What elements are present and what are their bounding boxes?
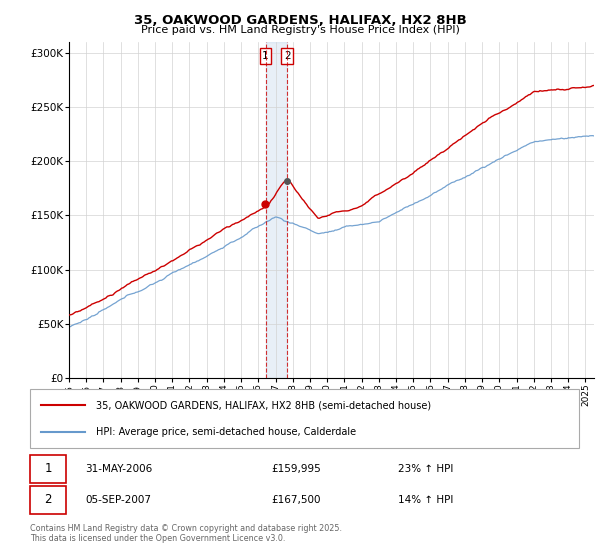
Text: £159,995: £159,995	[272, 464, 322, 474]
Bar	[30, 486, 65, 514]
Text: 1: 1	[262, 51, 269, 61]
Text: 05-SEP-2007: 05-SEP-2007	[85, 495, 151, 505]
Text: 14% ↑ HPI: 14% ↑ HPI	[398, 495, 453, 505]
Text: 23% ↑ HPI: 23% ↑ HPI	[398, 464, 453, 474]
Text: 2: 2	[284, 51, 290, 61]
Bar	[266, 42, 287, 378]
Text: 31-MAY-2006: 31-MAY-2006	[85, 464, 152, 474]
Text: 35, OAKWOOD GARDENS, HALIFAX, HX2 8HB: 35, OAKWOOD GARDENS, HALIFAX, HX2 8HB	[134, 14, 466, 27]
Text: 1: 1	[44, 463, 52, 475]
Text: Contains HM Land Registry data © Crown copyright and database right 2025.
This d: Contains HM Land Registry data © Crown c…	[30, 524, 342, 543]
Text: 2: 2	[44, 493, 52, 506]
Bar	[30, 455, 65, 483]
Text: £167,500: £167,500	[272, 495, 321, 505]
Text: HPI: Average price, semi-detached house, Calderdale: HPI: Average price, semi-detached house,…	[96, 427, 356, 437]
Text: Price paid vs. HM Land Registry's House Price Index (HPI): Price paid vs. HM Land Registry's House …	[140, 25, 460, 35]
Text: 35, OAKWOOD GARDENS, HALIFAX, HX2 8HB (semi-detached house): 35, OAKWOOD GARDENS, HALIFAX, HX2 8HB (s…	[96, 400, 431, 410]
